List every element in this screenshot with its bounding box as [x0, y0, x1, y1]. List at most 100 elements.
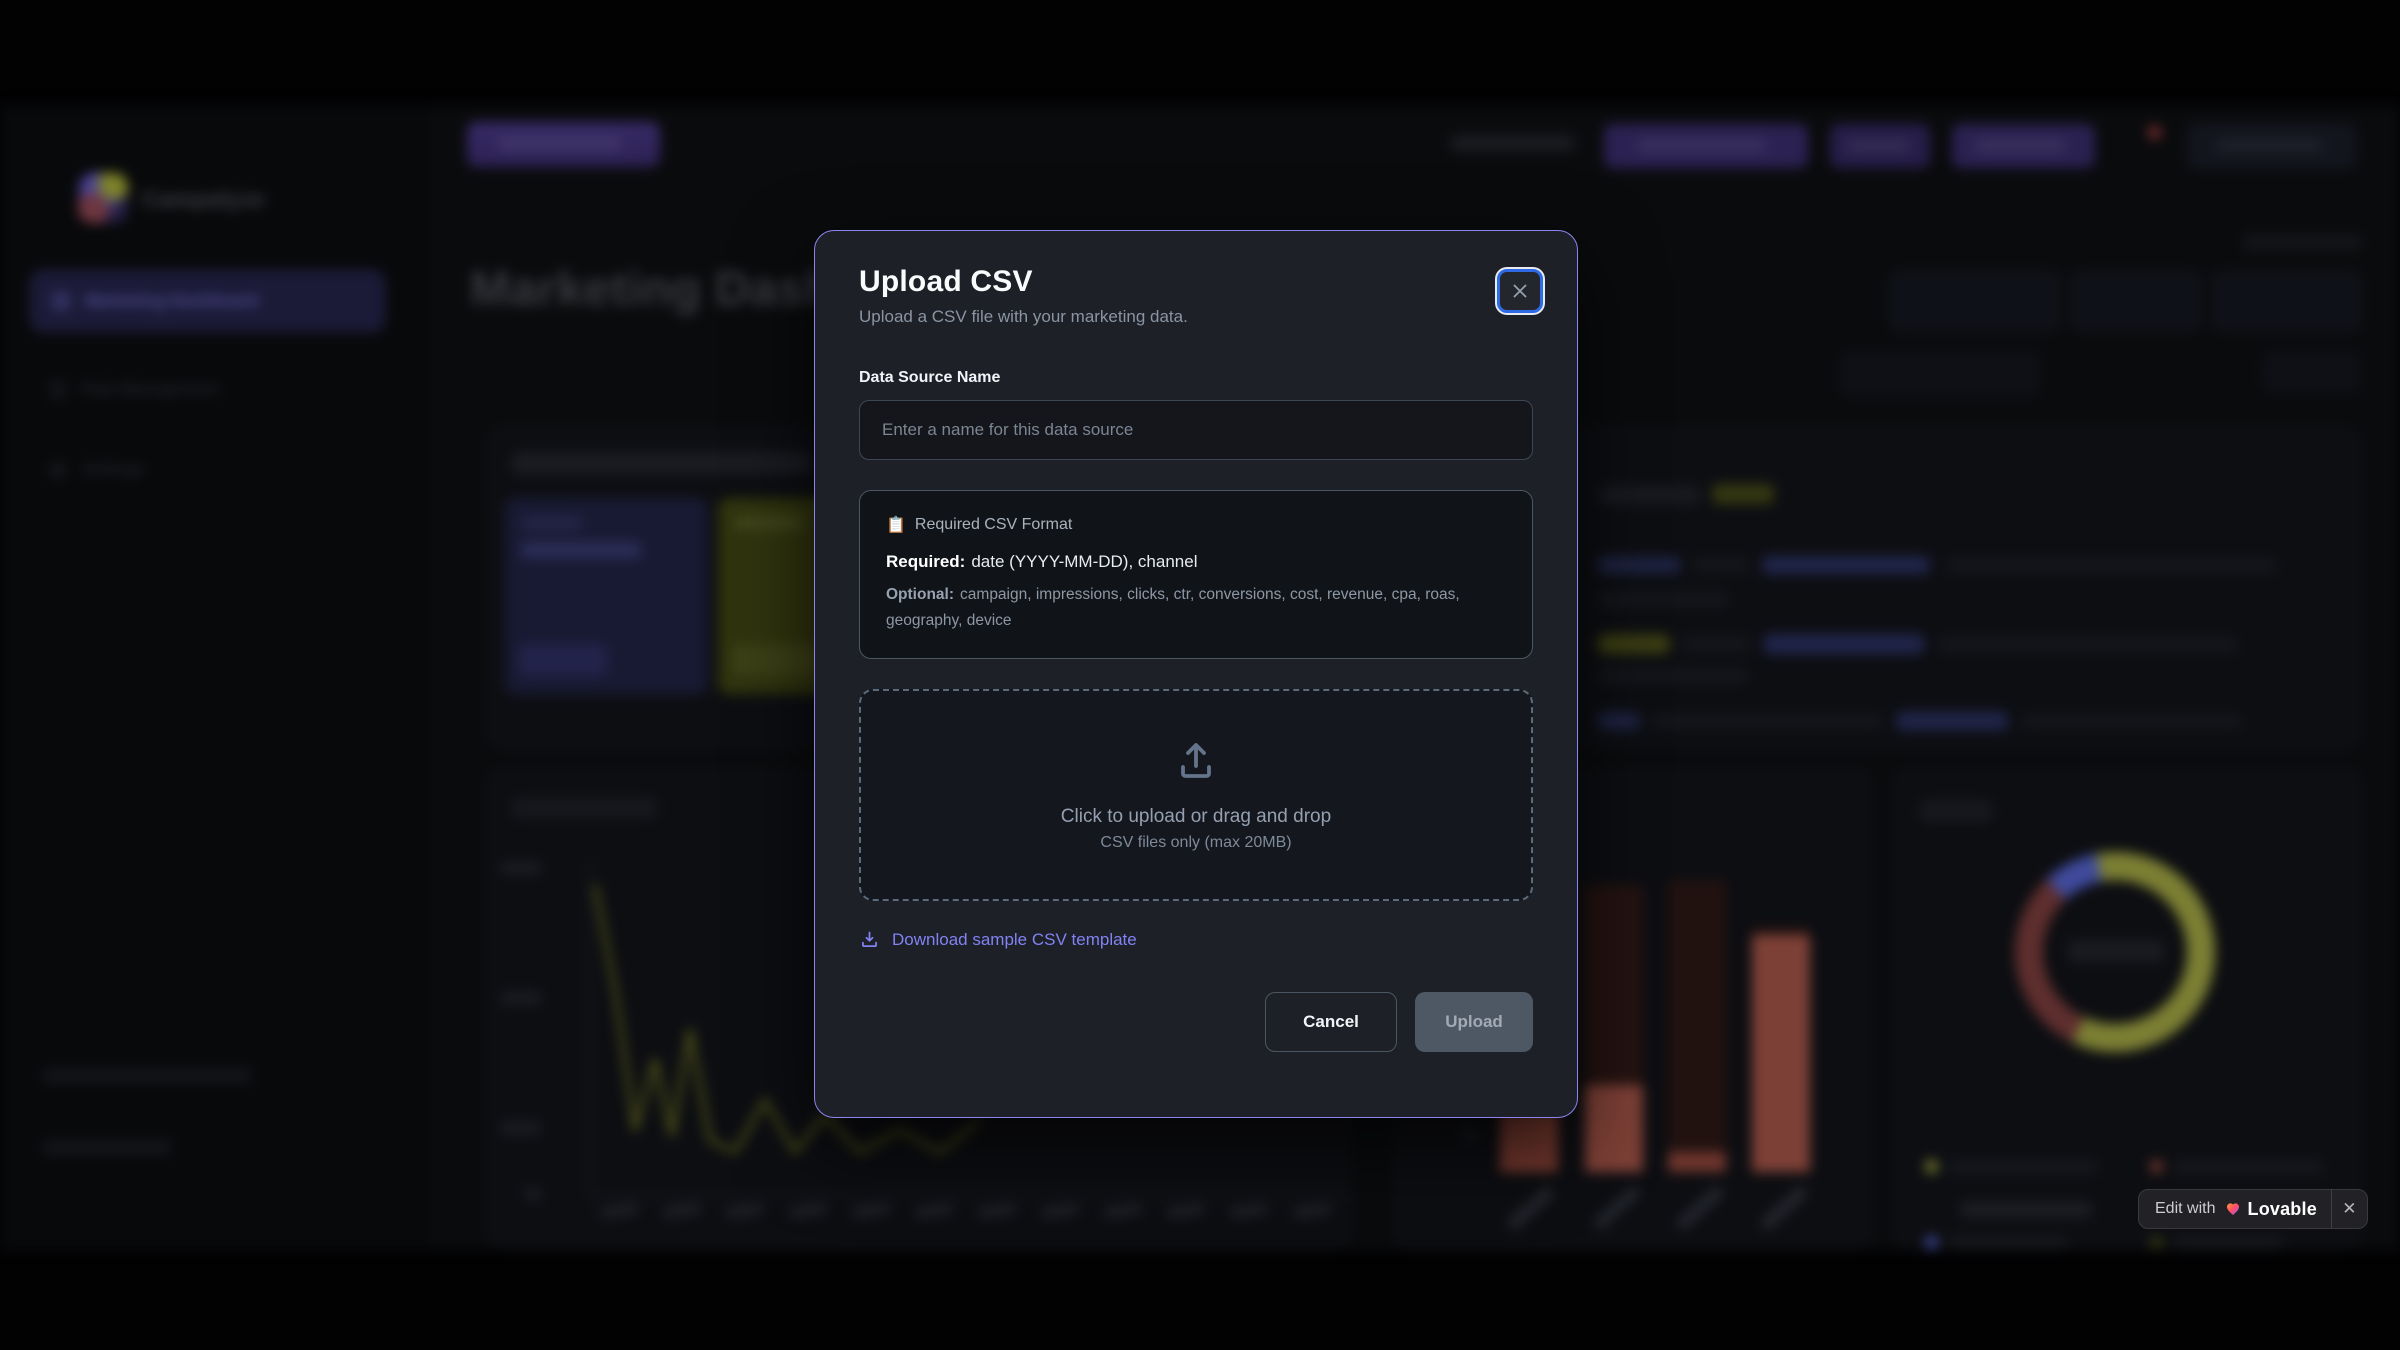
- legend-label-blur: [2173, 1236, 2283, 1250]
- file-dropzone[interactable]: Click to upload or drag and drop CSV fil…: [859, 689, 1533, 901]
- link-blue-blur: [1762, 556, 1930, 574]
- bar-dark: [1668, 880, 1726, 1172]
- y-tick-blur: [524, 1188, 542, 1200]
- blurred-line: [42, 1140, 172, 1155]
- blurred-line: [1938, 637, 2238, 652]
- blurred-line: [1946, 558, 2276, 573]
- dropzone-subtitle: CSV files only (max 20MB): [1100, 834, 1292, 851]
- topbar-status-text: [1450, 135, 1575, 151]
- bar-salmon: [1585, 1085, 1643, 1172]
- highlight-olive: [1712, 484, 1774, 504]
- y-tick-blur: [500, 1122, 542, 1134]
- format-required-line: Required: date (YYYY-MM-DD), channel: [886, 552, 1506, 572]
- format-optional-line: Optional: campaign, impressions, clicks, …: [886, 582, 1506, 634]
- modal-subtitle: Upload a CSV file with your marketing da…: [859, 307, 1188, 326]
- sidebar-item-label: Marketing Dashboard: [85, 291, 259, 310]
- badge-close-button[interactable]: ✕: [2342, 1199, 2357, 1218]
- optional-label: Optional:: [886, 586, 955, 603]
- topbar-button[interactable]: [1952, 124, 2095, 168]
- download-icon: [862, 931, 877, 947]
- legend-dot-blue: [1925, 1236, 1938, 1249]
- bar-salmon: [1752, 935, 1810, 1172]
- y-tick-blur: [1462, 1128, 1478, 1140]
- badge-prefix: Edit with: [2155, 1200, 2216, 1217]
- upload-csv-modal: Upload CSV Upload a CSV file with your m…: [814, 230, 1578, 1118]
- y-tick-blur: [500, 862, 542, 874]
- filter-dropdown[interactable]: [1890, 272, 2060, 330]
- highlight-olive: [1598, 634, 1670, 654]
- edit-with-lovable-badge[interactable]: Edit with Lovable ✕: [2138, 1189, 2368, 1229]
- metric-card-impressions: [505, 498, 707, 694]
- blurred-line: [521, 516, 583, 530]
- blurred-line: [521, 542, 641, 558]
- close-button[interactable]: [1497, 269, 1543, 313]
- legend-sub-blur: [1960, 1202, 2092, 1217]
- gear-icon: [49, 461, 67, 479]
- legend-label-blur: [1948, 1160, 2098, 1174]
- legend-label-blur: [1948, 1236, 2068, 1250]
- blurred-line: [1682, 637, 1752, 651]
- legend-dot-red: [2150, 1160, 2163, 1173]
- bar-salmon: [1500, 1112, 1558, 1172]
- dropzone-title: Click to upload or drag and drop: [1060, 806, 1332, 827]
- sidebar-item-marketing-dashboard[interactable]: Marketing Dashboard: [30, 270, 385, 332]
- filter-dropdown[interactable]: [2072, 272, 2200, 330]
- brand-name: Campalyze: [142, 186, 265, 212]
- metric-delta-pill: [732, 644, 820, 676]
- new-dashboard-button[interactable]: [467, 122, 660, 167]
- upload-icon: [1181, 743, 1211, 778]
- legend-dot-olive2: [2150, 1236, 2163, 1249]
- y-tick-blur: [500, 992, 542, 1004]
- blurred-line: [1600, 486, 1700, 504]
- link-blue-blur: [1598, 712, 1640, 730]
- download-link-label: Download sample CSV template: [892, 929, 1137, 949]
- filter-chip[interactable]: [2262, 352, 2360, 392]
- blurred-line: [1598, 668, 1748, 683]
- data-source-name-label: Data Source Name: [859, 369, 1001, 386]
- badge-divider: [2330, 1189, 2332, 1229]
- required-label: Required:: [886, 552, 966, 571]
- cancel-button[interactable]: Cancel: [1265, 992, 1397, 1052]
- sidebar-item-settings[interactable]: Settings: [48, 450, 378, 490]
- badge-brand: Lovable: [2247, 1198, 2317, 1219]
- lovable-heart-icon: [2227, 1203, 2240, 1216]
- sidebar-item-data-management[interactable]: Data Management: [48, 370, 378, 410]
- blurred-line: [1652, 714, 1882, 728]
- blurred-line: [42, 1068, 252, 1083]
- blurred-line: [734, 516, 804, 530]
- sidebar-item-label: Data Management: [82, 381, 219, 398]
- grid-icon: [52, 292, 70, 310]
- legend-label-blur: [2173, 1160, 2323, 1174]
- format-heading: Required CSV Format: [914, 516, 1073, 533]
- blurred-line: [2242, 234, 2362, 250]
- optional-value: campaign, impressions, clicks, ctr, conv…: [886, 586, 1460, 629]
- blurred-line: [2022, 714, 2242, 728]
- donut-center-label-blur: [2068, 940, 2164, 962]
- csv-format-info-box: 📋 Required CSV Format Required: date (YYY…: [859, 490, 1533, 659]
- modal-actions: Cancel Upload: [859, 992, 1533, 1052]
- topbar-button[interactable]: [2188, 124, 2356, 168]
- topbar-button[interactable]: [1830, 124, 1930, 168]
- blurred-line: [1692, 558, 1750, 572]
- modal-title: Upload CSV: [859, 265, 1033, 298]
- filter-dropdown[interactable]: [2212, 272, 2360, 330]
- sidebar-item-label: Settings: [82, 461, 146, 478]
- panel-title-blur: [512, 452, 812, 474]
- filter-chip[interactable]: [1840, 352, 2040, 396]
- database-icon: [50, 380, 66, 400]
- metric-delta-pill: [519, 644, 607, 676]
- link-blue-blur: [1764, 634, 1924, 654]
- panel-title-blur: [512, 798, 657, 818]
- notification-dot: [2148, 126, 2161, 139]
- campalyze-logo-icon: [78, 173, 128, 223]
- download-template-link[interactable]: Download sample CSV template: [859, 929, 1533, 950]
- link-blue-blur: [1598, 556, 1680, 574]
- link-blue-blur: [1896, 712, 2008, 730]
- panel-title-blur: [1920, 800, 1992, 822]
- required-value: date (YYYY-MM-DD), channel: [971, 552, 1198, 571]
- data-source-name-input[interactable]: [859, 400, 1533, 460]
- upload-button[interactable]: Upload: [1415, 992, 1533, 1052]
- topbar-button[interactable]: [1604, 124, 1808, 168]
- clipboard-icon: 📋: [886, 517, 906, 534]
